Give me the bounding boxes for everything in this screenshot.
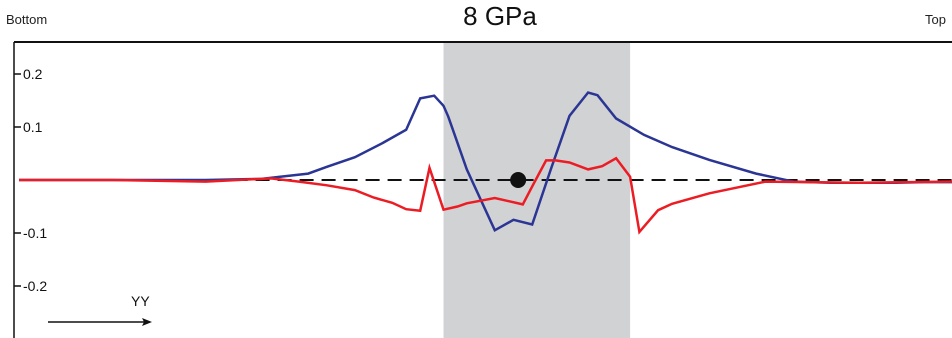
yy-annotation: YY xyxy=(131,293,150,309)
y-tick-label: 0.2 xyxy=(23,66,43,82)
y-tick-label: -0.1 xyxy=(23,225,47,241)
center-marker xyxy=(510,172,527,188)
series-line-1 xyxy=(19,91,952,233)
y-tick-label: -0.2 xyxy=(23,278,47,294)
highlight-region xyxy=(443,42,631,338)
top-corner-label: Top xyxy=(925,12,946,27)
bottom-corner-label: Bottom xyxy=(6,12,48,27)
chart-title: 8 GPa xyxy=(463,1,537,31)
series-line-2 xyxy=(19,156,952,235)
y-tick-label: 0.1 xyxy=(23,119,43,135)
yy-arrow-head xyxy=(142,318,152,326)
